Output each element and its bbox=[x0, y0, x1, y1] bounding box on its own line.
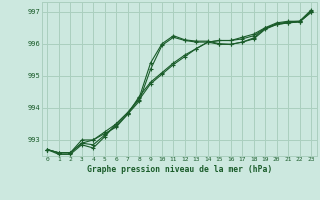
X-axis label: Graphe pression niveau de la mer (hPa): Graphe pression niveau de la mer (hPa) bbox=[87, 165, 272, 174]
